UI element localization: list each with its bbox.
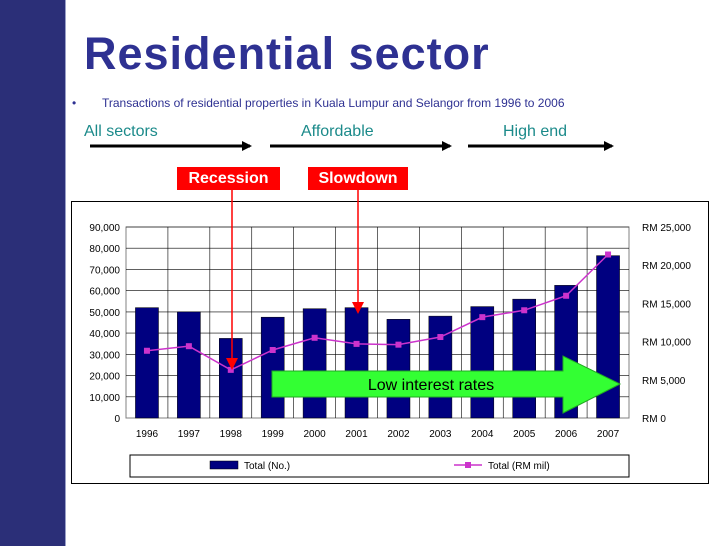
right-tick-label: RM 15,000 <box>642 299 691 310</box>
x-tick-label: 2000 <box>304 429 327 440</box>
left-tick-label: 60,000 <box>89 287 120 298</box>
line-point-2003 <box>437 334 444 341</box>
x-tick-label: 1996 <box>136 429 159 440</box>
page-title: Residential sector <box>84 28 490 79</box>
line-point-2002 <box>395 341 402 348</box>
legend-box <box>129 454 630 478</box>
left-tick-label: 70,000 <box>89 265 120 276</box>
x-tick-label: 2004 <box>471 429 494 440</box>
legend-bar-swatch <box>209 460 239 470</box>
bar-1996 <box>135 307 159 419</box>
low-interest-rates-arrow <box>271 355 622 414</box>
left-accent-bar <box>0 0 66 546</box>
left-tick-label: 40,000 <box>89 329 120 340</box>
x-tick-label: 2005 <box>513 429 536 440</box>
recession-arrow-head <box>226 358 238 370</box>
line-point-2007 <box>605 251 612 258</box>
right-tick-label: RM 0 <box>642 414 666 425</box>
bullet-text: Transactions of residential properties i… <box>102 96 565 110</box>
left-tick-label: 80,000 <box>89 244 120 255</box>
low-interest-rates-label: Low interest rates <box>368 377 494 394</box>
left-tick-label: 20,000 <box>89 372 120 383</box>
line-point-1997 <box>185 343 192 350</box>
line-point-1999 <box>269 347 276 354</box>
x-tick-label: 1997 <box>178 429 201 440</box>
right-tick-label: RM 10,000 <box>642 338 691 349</box>
left-tick-label: 50,000 <box>89 308 120 319</box>
slowdown-arrow-head <box>352 302 364 314</box>
left-tick-label: 90,000 <box>89 223 120 234</box>
x-tick-label: 2003 <box>429 429 452 440</box>
line-point-1998 <box>227 366 234 373</box>
line-point-2006 <box>563 292 570 299</box>
x-tick-label: 1998 <box>220 429 243 440</box>
left-tick-label: 0 <box>114 414 120 425</box>
x-tick-label: 2002 <box>387 429 410 440</box>
right-tick-label: RM 5,000 <box>642 376 686 387</box>
legend-line-label: Total (RM mil) <box>488 461 550 472</box>
left-tick-label: 10,000 <box>89 393 120 404</box>
line-point-1996 <box>143 347 150 354</box>
x-tick-label: 1999 <box>262 429 285 440</box>
sector-affordable-label: Affordable <box>301 123 374 140</box>
line-point-2001 <box>353 340 360 347</box>
x-tick-label: 2006 <box>555 429 578 440</box>
recession-label: Recession <box>177 167 280 190</box>
x-tick-label: 2001 <box>345 429 368 440</box>
bar-1997 <box>177 311 201 419</box>
left-accent-border <box>0 0 66 546</box>
legend-line-marker <box>465 462 471 468</box>
right-tick-label: RM 25,000 <box>642 223 691 234</box>
bullet-marker: • <box>72 96 77 110</box>
line-series-total-rm <box>146 253 609 371</box>
left-tick-label: 30,000 <box>89 350 120 361</box>
line-point-2005 <box>521 307 528 314</box>
line-point-2004 <box>479 314 486 321</box>
legend-bar-label: Total (No.) <box>244 461 290 472</box>
slowdown-label: Slowdown <box>308 167 408 190</box>
x-tick-label: 2007 <box>597 429 620 440</box>
sector-high-end-label: High end <box>503 123 568 140</box>
right-tick-label: RM 20,000 <box>642 261 691 272</box>
line-point-2000 <box>311 334 318 341</box>
sector-all-label: All sectors <box>84 123 158 140</box>
